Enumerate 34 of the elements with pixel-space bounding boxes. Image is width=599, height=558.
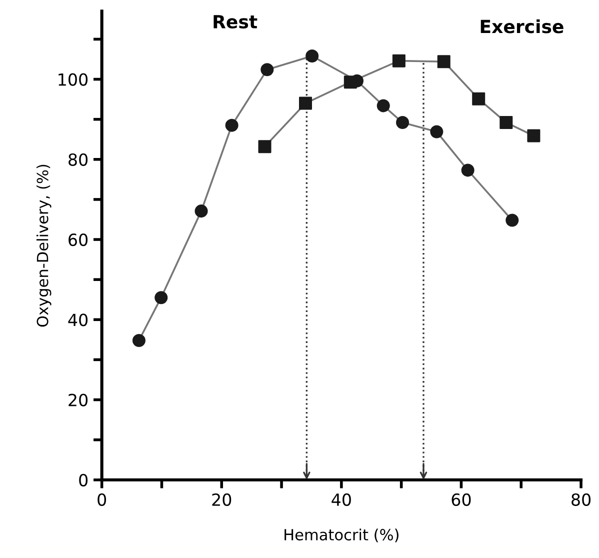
point (430, 125, 444, 138)
text: Rest (214, 15, 258, 28)
point (472, 92, 486, 106)
point (154, 291, 168, 304)
point (461, 164, 474, 177)
point (132, 334, 146, 347)
x-tick-label: 0 (98, 493, 106, 506)
point (306, 50, 319, 63)
y-tick-label: 20 (68, 394, 88, 406)
x-tick-label: 80 (572, 493, 591, 506)
point (298, 96, 312, 110)
point (437, 55, 450, 68)
y-tick-label: 100 (58, 73, 88, 86)
point (527, 129, 540, 142)
x-tick-label: 40 (332, 493, 351, 506)
y-axis-title: Oxygen-Delivery, (%) (36, 164, 52, 327)
point (194, 204, 208, 218)
x-axis-title: Hematocrit (%) (284, 528, 398, 542)
x-tick-label: 60 (452, 493, 471, 506)
text: Exercise (480, 19, 564, 34)
point (396, 116, 410, 130)
y-tick-label: 60 (68, 233, 88, 246)
y-tick-label: 0 (79, 474, 88, 486)
x-tick-label: 20 (212, 493, 232, 506)
point (376, 99, 390, 112)
point (260, 63, 274, 76)
point (258, 140, 272, 154)
y-tick-label: 40 (68, 314, 88, 326)
point (392, 54, 406, 68)
point (506, 214, 519, 227)
y-tick-label: 80 (68, 153, 88, 166)
point (344, 76, 357, 89)
point (225, 118, 238, 132)
point (500, 116, 513, 130)
